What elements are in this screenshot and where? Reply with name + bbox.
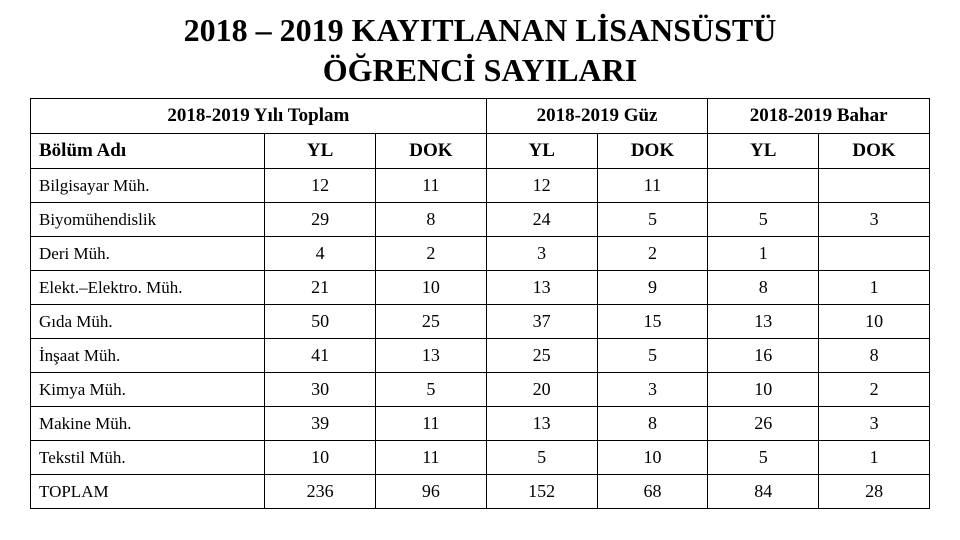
title-line-1: 2018 – 2019 KAYITLANAN LİSANSÜSTÜ xyxy=(184,12,777,48)
cell-bahar-dok: 3 xyxy=(819,407,930,441)
cell-guz-yl: 37 xyxy=(486,305,597,339)
header-dept: Bölüm Adı xyxy=(31,134,265,169)
page-title: 2018 – 2019 KAYITLANAN LİSANSÜSTÜ ÖĞRENC… xyxy=(30,10,930,90)
cell-bahar-yl: 26 xyxy=(708,407,819,441)
table-row: Bilgisayar Müh.12111211 xyxy=(31,169,930,203)
cell-total-dok: 11 xyxy=(376,407,487,441)
cell-bahar-dok: 28 xyxy=(819,475,930,509)
header-bahar-yl: YL xyxy=(708,134,819,169)
cell-total-yl: 29 xyxy=(265,203,376,237)
cell-bahar-dok: 8 xyxy=(819,339,930,373)
cell-total-dok: 96 xyxy=(376,475,487,509)
cell-bahar-dok: 1 xyxy=(819,441,930,475)
cell-bahar-yl xyxy=(708,169,819,203)
cell-bahar-yl: 84 xyxy=(708,475,819,509)
header-row-columns: Bölüm Adı YL DOK YL DOK YL DOK xyxy=(31,134,930,169)
cell-bahar-dok: 3 xyxy=(819,203,930,237)
cell-bahar-yl: 16 xyxy=(708,339,819,373)
cell-guz-yl: 24 xyxy=(486,203,597,237)
cell-bahar-dok: 2 xyxy=(819,373,930,407)
cell-guz-yl: 3 xyxy=(486,237,597,271)
table-body: Bilgisayar Müh.12111211Biyomühendislik29… xyxy=(31,169,930,509)
row-label: Tekstil Müh. xyxy=(31,441,265,475)
cell-total-dok: 8 xyxy=(376,203,487,237)
cell-guz-yl: 20 xyxy=(486,373,597,407)
cell-guz-dok: 8 xyxy=(597,407,708,441)
header-group-guz: 2018-2019 Güz xyxy=(486,99,708,134)
row-label: TOPLAM xyxy=(31,475,265,509)
cell-total-dok: 10 xyxy=(376,271,487,305)
cell-total-yl: 41 xyxy=(265,339,376,373)
row-label: Makine Müh. xyxy=(31,407,265,441)
table-row: İnşaat Müh.4113255168 xyxy=(31,339,930,373)
cell-total-yl: 236 xyxy=(265,475,376,509)
cell-total-dok: 11 xyxy=(376,169,487,203)
row-label: Elekt.–Elektro. Müh. xyxy=(31,271,265,305)
cell-bahar-dok xyxy=(819,237,930,271)
header-total-dok: DOK xyxy=(376,134,487,169)
header-total-yl: YL xyxy=(265,134,376,169)
header-group-total: 2018-2019 Yılı Toplam xyxy=(31,99,487,134)
cell-guz-dok: 15 xyxy=(597,305,708,339)
cell-total-yl: 39 xyxy=(265,407,376,441)
cell-bahar-yl: 13 xyxy=(708,305,819,339)
cell-total-yl: 10 xyxy=(265,441,376,475)
cell-guz-dok: 2 xyxy=(597,237,708,271)
cell-total-yl: 30 xyxy=(265,373,376,407)
cell-guz-yl: 5 xyxy=(486,441,597,475)
cell-total-yl: 12 xyxy=(265,169,376,203)
table-row: Makine Müh.3911138263 xyxy=(31,407,930,441)
table-row: Kimya Müh.305203102 xyxy=(31,373,930,407)
header-bahar-dok: DOK xyxy=(819,134,930,169)
table-row: TOPLAM23696152688428 xyxy=(31,475,930,509)
cell-bahar-dok: 10 xyxy=(819,305,930,339)
cell-guz-dok: 5 xyxy=(597,203,708,237)
cell-guz-dok: 68 xyxy=(597,475,708,509)
row-label: Deri Müh. xyxy=(31,237,265,271)
cell-total-dok: 2 xyxy=(376,237,487,271)
cell-guz-yl: 13 xyxy=(486,407,597,441)
cell-guz-yl: 12 xyxy=(486,169,597,203)
title-line-2: ÖĞRENCİ SAYILARI xyxy=(323,52,637,88)
header-row-groups: 2018-2019 Yılı Toplam 2018-2019 Güz 2018… xyxy=(31,99,930,134)
cell-bahar-yl: 5 xyxy=(708,203,819,237)
row-label: İnşaat Müh. xyxy=(31,339,265,373)
cell-total-yl: 4 xyxy=(265,237,376,271)
cell-total-dok: 5 xyxy=(376,373,487,407)
cell-guz-dok: 3 xyxy=(597,373,708,407)
cell-guz-dok: 9 xyxy=(597,271,708,305)
data-table: 2018-2019 Yılı Toplam 2018-2019 Güz 2018… xyxy=(30,98,930,509)
table-row: Tekstil Müh.101151051 xyxy=(31,441,930,475)
header-guz-dok: DOK xyxy=(597,134,708,169)
table-row: Biyomühendislik29824553 xyxy=(31,203,930,237)
cell-total-yl: 50 xyxy=(265,305,376,339)
cell-guz-yl: 25 xyxy=(486,339,597,373)
row-label: Biyomühendislik xyxy=(31,203,265,237)
cell-guz-dok: 11 xyxy=(597,169,708,203)
cell-total-dok: 11 xyxy=(376,441,487,475)
header-group-bahar: 2018-2019 Bahar xyxy=(708,99,930,134)
cell-bahar-yl: 1 xyxy=(708,237,819,271)
cell-bahar-dok: 1 xyxy=(819,271,930,305)
cell-total-dok: 13 xyxy=(376,339,487,373)
cell-bahar-dok xyxy=(819,169,930,203)
row-label: Gıda Müh. xyxy=(31,305,265,339)
table-row: Deri Müh.42321 xyxy=(31,237,930,271)
cell-bahar-yl: 5 xyxy=(708,441,819,475)
header-guz-yl: YL xyxy=(486,134,597,169)
cell-bahar-yl: 8 xyxy=(708,271,819,305)
cell-guz-yl: 152 xyxy=(486,475,597,509)
row-label: Bilgisayar Müh. xyxy=(31,169,265,203)
cell-guz-yl: 13 xyxy=(486,271,597,305)
table-row: Gıda Müh.502537151310 xyxy=(31,305,930,339)
row-label: Kimya Müh. xyxy=(31,373,265,407)
table-row: Elekt.–Elektro. Müh.211013981 xyxy=(31,271,930,305)
cell-total-yl: 21 xyxy=(265,271,376,305)
cell-total-dok: 25 xyxy=(376,305,487,339)
cell-guz-dok: 10 xyxy=(597,441,708,475)
cell-bahar-yl: 10 xyxy=(708,373,819,407)
cell-guz-dok: 5 xyxy=(597,339,708,373)
